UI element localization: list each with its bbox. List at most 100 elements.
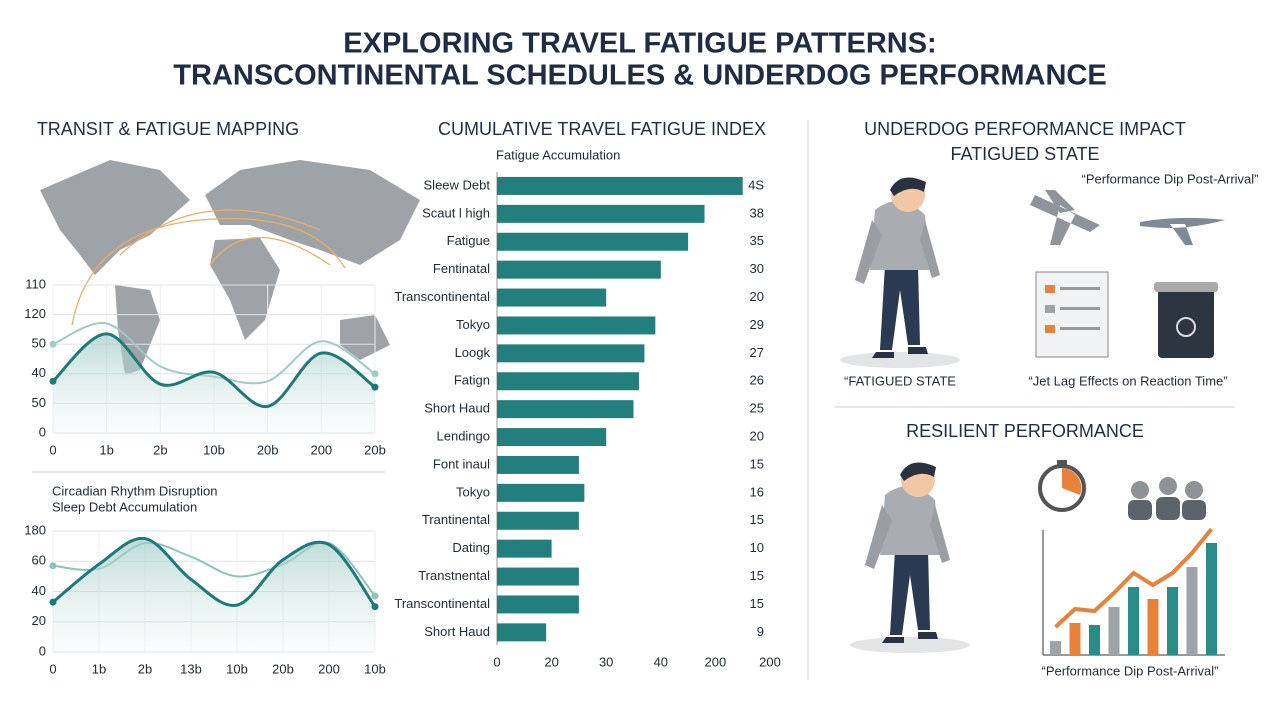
trend-arrow: [1054, 527, 1214, 629]
x-tick-label: 10b: [226, 661, 248, 676]
title-line: EXPLORING TRAVEL FATIGUE PATTERNS:: [343, 28, 936, 60]
bar: [497, 483, 585, 502]
value-label: 15: [750, 456, 764, 471]
panel-subtitle: FATIGUED STATE: [950, 144, 1099, 164]
y-tick-label: 120: [24, 306, 46, 321]
x-tick-label: 20b: [272, 661, 294, 676]
x-tick-label: 10b: [364, 661, 386, 676]
y-tick-label: 50: [32, 336, 46, 351]
bar: [497, 344, 645, 363]
point: [371, 370, 379, 378]
y-tick-label: 0: [39, 643, 46, 658]
point: [49, 377, 57, 385]
x-tick-label: 30: [599, 654, 613, 669]
value-label: 15: [750, 512, 764, 527]
x-tick-label: 13b: [180, 661, 202, 676]
y-tick-label: 180: [24, 522, 46, 537]
bar: [497, 511, 579, 530]
bar: [497, 623, 547, 642]
category-label: Dating: [452, 540, 490, 555]
value-label: 35: [750, 233, 764, 248]
quote: “Performance Dip Post-Arrival”: [1082, 171, 1259, 186]
bar: [497, 455, 579, 474]
bar: [1089, 625, 1100, 655]
bar: [497, 176, 743, 195]
x-tick-label: 1b: [99, 442, 113, 457]
y-tick-label: 50: [32, 395, 46, 410]
bar: [1206, 543, 1217, 655]
point: [49, 562, 57, 570]
bar: [497, 260, 661, 279]
value-label: 16: [750, 484, 764, 499]
category-label: Font inaul: [433, 456, 490, 471]
category-label: Fatigue: [447, 233, 490, 248]
fatigued-person: [840, 177, 960, 368]
category-label: Short Haud: [424, 624, 490, 639]
value-label: 20: [750, 289, 764, 304]
bar: [497, 204, 705, 223]
value-label: 20: [750, 428, 764, 443]
coffee-icon: [1154, 282, 1218, 358]
bar: [1147, 599, 1159, 655]
category-label: Fentinatal: [433, 261, 490, 276]
category-label: Loogk: [455, 345, 491, 360]
category-label: Tokyo: [456, 317, 490, 332]
y-tick-label: 110: [25, 276, 46, 291]
x-tick-label: 2b: [138, 661, 152, 676]
bar: [497, 428, 607, 447]
bar: [1167, 587, 1178, 655]
plane-icon: [1140, 217, 1225, 245]
x-tick-label: 20b: [364, 442, 386, 457]
stopwatch-icon: [1038, 460, 1086, 512]
crowd-icon: [1128, 477, 1206, 520]
y-tick-label: 60: [32, 553, 46, 568]
category-label: Lendingo: [437, 428, 491, 443]
value-label: 25: [750, 401, 764, 416]
value-label: 38: [750, 205, 764, 220]
point: [371, 592, 379, 600]
point: [371, 603, 379, 611]
bar: [1069, 623, 1081, 655]
x-tick-label: 2b: [153, 442, 167, 457]
category-label: Transtnental: [418, 568, 490, 583]
value-label: 26: [750, 373, 764, 388]
bar: [1108, 607, 1120, 655]
caption: “Performance Dip Post-Arrival”: [1042, 663, 1219, 678]
bar: [497, 372, 639, 391]
bar: [497, 567, 579, 586]
x-tick-label: 200: [318, 661, 340, 676]
x-tick-label: 200: [310, 442, 332, 457]
chart-title: Circadian Rhythm Disruption: [52, 483, 217, 498]
category-label: Fatign: [454, 373, 490, 388]
panel-title: UNDERDOG PERFORMANCE IMPACT: [864, 119, 1186, 139]
y-tick-label: 40: [32, 365, 46, 380]
category-label: Trantinental: [422, 512, 490, 527]
category-label: Scaut l high: [422, 205, 490, 220]
value-label: 9: [757, 624, 764, 639]
panel-subtitle: RESILIENT PERFORMANCE: [906, 421, 1144, 441]
x-tick-label: 200: [705, 654, 727, 669]
category-label: Sleew Debt: [424, 177, 491, 192]
x-tick-label: 0: [493, 654, 500, 669]
value-label: 4S: [748, 177, 764, 192]
x-tick-label: 1b: [92, 661, 106, 676]
value-label: 10: [750, 540, 764, 555]
bar: [1128, 587, 1139, 655]
resilient-person: [850, 462, 970, 653]
chart-subtitle: Fatigue Accumulation: [496, 147, 620, 162]
value-label: 29: [750, 317, 764, 332]
category-label: Tokyo: [456, 484, 490, 499]
chart-subtitle: Sleep Debt Accumulation: [52, 499, 197, 514]
y-tick-label: 40: [32, 583, 46, 598]
point: [49, 340, 57, 348]
x-tick-label: 0: [49, 661, 56, 676]
bar: [1050, 641, 1061, 655]
bar: [497, 288, 607, 307]
x-tick-label: 200: [759, 654, 781, 669]
section-title: CUMULATIVE TRAVEL FATIGUE INDEX: [438, 119, 766, 139]
bar: [497, 595, 579, 614]
bar: [497, 316, 656, 335]
category-label: Short Haud: [424, 401, 490, 416]
x-tick-label: 10b: [203, 442, 225, 457]
